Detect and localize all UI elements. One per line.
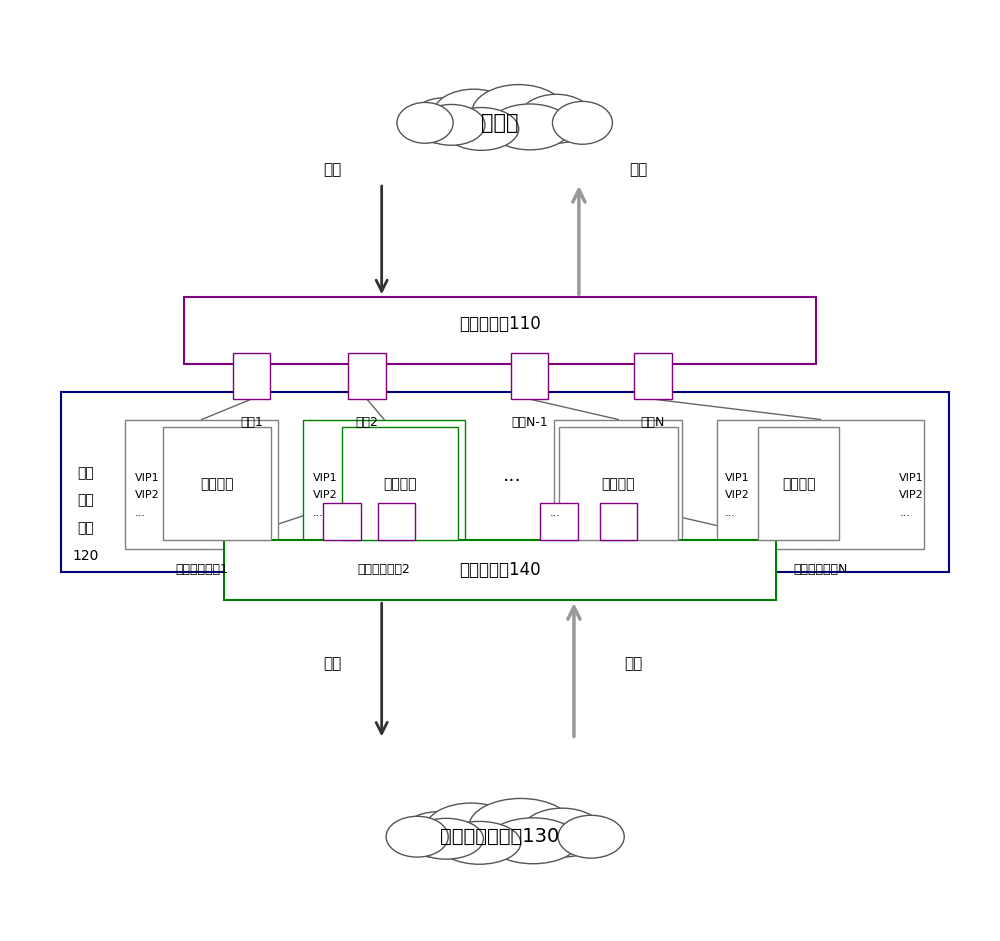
Text: 下联交换机140: 下联交换机140 bbox=[459, 561, 541, 579]
Bar bbox=[224, 540, 776, 600]
Text: 路由模块: 路由模块 bbox=[782, 477, 816, 491]
Text: VIP1: VIP1 bbox=[899, 473, 924, 483]
Text: VIP1: VIP1 bbox=[135, 473, 160, 483]
Text: 上联交换机110: 上联交换机110 bbox=[459, 315, 541, 333]
Bar bbox=[378, 502, 415, 540]
Text: 响应: 响应 bbox=[624, 656, 642, 671]
Text: VIP2: VIP2 bbox=[313, 489, 337, 500]
Ellipse shape bbox=[519, 94, 594, 143]
Ellipse shape bbox=[397, 103, 453, 143]
Ellipse shape bbox=[401, 812, 475, 857]
Bar bbox=[348, 353, 386, 399]
Text: ...: ... bbox=[725, 508, 736, 518]
Text: 客户端: 客户端 bbox=[481, 113, 519, 133]
Ellipse shape bbox=[469, 799, 572, 854]
Bar bbox=[125, 420, 278, 550]
Bar bbox=[717, 420, 924, 550]
Ellipse shape bbox=[552, 102, 612, 144]
Text: 端叩N-1: 端叩N-1 bbox=[511, 416, 548, 429]
Text: 端叩1: 端叩1 bbox=[240, 416, 263, 429]
Bar bbox=[511, 353, 548, 399]
Bar bbox=[758, 427, 839, 540]
Text: ...: ... bbox=[899, 508, 910, 518]
Bar bbox=[233, 353, 270, 399]
Ellipse shape bbox=[433, 89, 515, 140]
Text: VIP2: VIP2 bbox=[725, 489, 750, 500]
Bar bbox=[323, 502, 361, 540]
Text: VIP2: VIP2 bbox=[135, 489, 160, 500]
Text: 集群: 集群 bbox=[77, 521, 94, 535]
Ellipse shape bbox=[521, 808, 604, 857]
Text: 负载均衡设备2: 负载均衡设备2 bbox=[358, 564, 411, 576]
Ellipse shape bbox=[488, 818, 579, 864]
Text: 负载均衡设备1: 负载均衡设备1 bbox=[175, 564, 228, 576]
Text: 多个后端服务器130: 多个后端服务器130 bbox=[440, 827, 560, 846]
Bar bbox=[61, 391, 949, 572]
Text: 请求: 请求 bbox=[323, 656, 341, 671]
Ellipse shape bbox=[410, 98, 478, 144]
Text: ...: ... bbox=[549, 508, 560, 518]
Bar bbox=[540, 502, 578, 540]
Ellipse shape bbox=[425, 803, 517, 854]
Ellipse shape bbox=[386, 816, 448, 857]
Text: 响应: 响应 bbox=[629, 162, 647, 177]
Bar bbox=[163, 427, 271, 540]
Text: ...: ... bbox=[313, 508, 324, 518]
Bar bbox=[184, 297, 816, 364]
Text: ...: ... bbox=[135, 508, 146, 518]
Text: 负载均衡设备N: 负载均衡设备N bbox=[793, 564, 848, 576]
Bar bbox=[303, 420, 465, 550]
Text: 路由模块: 路由模块 bbox=[383, 477, 417, 491]
Bar bbox=[559, 427, 678, 540]
Text: 路由模块: 路由模块 bbox=[200, 477, 234, 491]
Ellipse shape bbox=[489, 104, 571, 150]
Text: 均衡: 均衡 bbox=[77, 494, 94, 507]
Ellipse shape bbox=[558, 815, 624, 858]
Ellipse shape bbox=[438, 821, 521, 864]
Bar bbox=[554, 420, 682, 550]
Ellipse shape bbox=[444, 107, 519, 151]
Bar bbox=[342, 427, 458, 540]
Text: 路由模块: 路由模块 bbox=[602, 477, 635, 491]
Bar bbox=[600, 502, 637, 540]
Text: 端叩N: 端叩N bbox=[641, 416, 665, 429]
Bar bbox=[634, 353, 672, 399]
Text: 负载: 负载 bbox=[77, 466, 94, 480]
Text: VIP2: VIP2 bbox=[899, 489, 924, 500]
Text: 120: 120 bbox=[73, 550, 99, 564]
Text: 端叩2: 端叩2 bbox=[355, 416, 378, 429]
Text: 请求: 请求 bbox=[323, 162, 341, 177]
Text: ...: ... bbox=[502, 466, 521, 485]
Ellipse shape bbox=[472, 85, 566, 141]
Text: VIP1: VIP1 bbox=[725, 473, 749, 483]
Ellipse shape bbox=[409, 819, 483, 859]
Text: VIP1: VIP1 bbox=[313, 473, 337, 483]
Ellipse shape bbox=[418, 104, 485, 145]
